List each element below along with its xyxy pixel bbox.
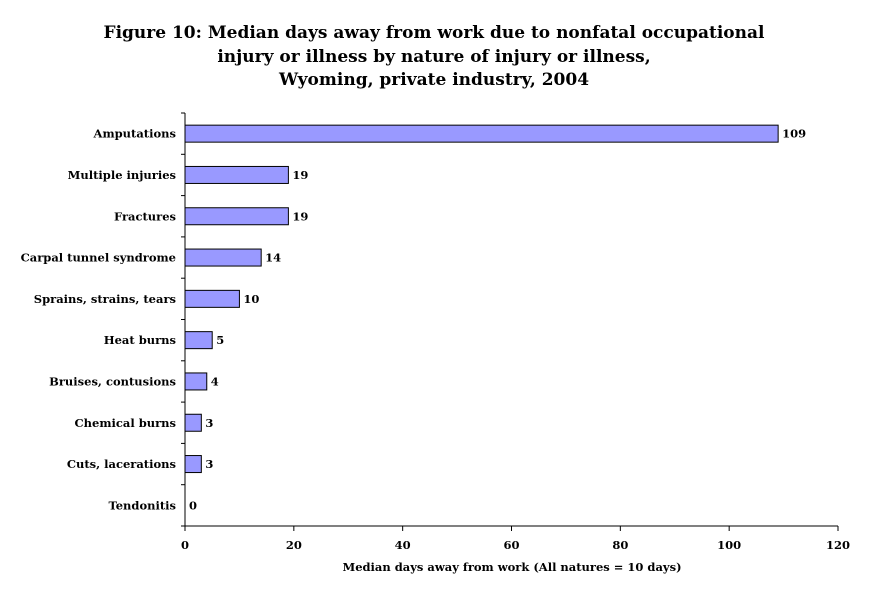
value-labels: 109 19 19 14 10 5 4 3 3 0 (189, 127, 806, 513)
x-tick-label: 100 (717, 538, 741, 552)
bar (184, 413, 202, 432)
x-tick-label: 20 (286, 538, 302, 552)
category-label: Fractures (114, 209, 176, 223)
value-label: 109 (782, 127, 806, 141)
category-label: Carpal tunnel syndrome (21, 251, 176, 265)
x-tick-labels: 0 20 40 60 80 100 120 (181, 538, 850, 552)
chart-title-line: injury or illness by nature of injury or… (217, 47, 650, 67)
value-label: 10 (243, 292, 259, 306)
axes (181, 112, 839, 531)
value-label: 0 (189, 498, 197, 512)
category-label: Cuts, lacerations (67, 457, 176, 471)
category-label: Sprains, strains, tears (34, 292, 176, 306)
value-label: 19 (292, 168, 308, 182)
bar (184, 455, 202, 474)
bar (184, 248, 262, 267)
bar (184, 165, 289, 184)
category-label: Amputations (93, 127, 176, 141)
value-label: 14 (265, 251, 281, 265)
bar (184, 372, 208, 391)
value-label: 4 (211, 374, 219, 388)
category-label: Chemical burns (75, 416, 177, 430)
value-label: 19 (292, 209, 308, 223)
value-label: 5 (216, 333, 224, 347)
category-label: Multiple injuries (68, 168, 176, 182)
value-label: 3 (205, 416, 213, 430)
x-tick-label: 40 (395, 538, 411, 552)
x-tick-label: 0 (181, 538, 189, 552)
bar (184, 289, 240, 308)
x-tick-label: 60 (503, 538, 519, 552)
category-label: Heat burns (104, 333, 176, 347)
category-labels: Amputations Multiple injuries Fractures Car… (21, 127, 176, 513)
bars (184, 124, 779, 474)
value-label: 3 (205, 457, 213, 471)
chart-title: Figure 10: Median days away from work du… (104, 23, 766, 90)
x-tick-label: 80 (612, 538, 628, 552)
category-label: Bruises, contusions (49, 374, 176, 388)
bar (184, 124, 779, 143)
x-tick-label: 120 (826, 538, 850, 552)
bar (184, 207, 289, 226)
chart-title-line: Wyoming, private industry, 2004 (278, 70, 589, 90)
x-axis-title: Median days away from work (All natures … (342, 560, 681, 574)
chart-title-line: Figure 10: Median days away from work du… (104, 23, 766, 43)
category-label: Tendonitis (108, 498, 176, 512)
bar (184, 331, 213, 350)
